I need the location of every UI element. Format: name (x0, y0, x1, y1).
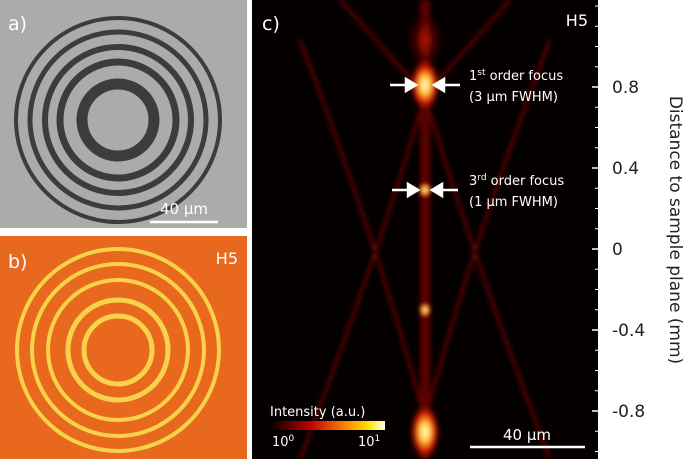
exponent: 1 (375, 434, 381, 444)
colorbar (270, 421, 385, 430)
base: 10 (272, 435, 289, 450)
annotation: 1st order focus (469, 68, 563, 84)
ordinal: 3 (469, 174, 477, 189)
panel-label: c) (262, 13, 280, 35)
base: 10 (358, 435, 375, 450)
colorbar-low: 100 (272, 434, 295, 450)
suffix: st (477, 68, 486, 78)
tick-label: -0.4 (612, 321, 645, 341)
tick-label: 0.8 (612, 78, 639, 98)
tick-label: 0.4 (612, 159, 639, 179)
exponent: 0 (289, 434, 295, 444)
annotation: 3rd order focus (469, 173, 564, 189)
tick-label: 0 (612, 240, 623, 260)
axis-label: Distance to sample plane (mm) (665, 96, 685, 364)
panel-c: c) H5 1st order focus(3 μm FWHM)3rd orde… (252, 0, 598, 459)
text: order focus (486, 69, 564, 84)
text: order focus (487, 174, 565, 189)
rings (15, 247, 221, 453)
y-axis: Distance to sample plane (mm) 0.8 0.4 0 -0.… (592, 5, 685, 452)
colorbar-high: 101 (358, 434, 380, 450)
panel-b: b) H5 (0, 236, 247, 459)
sample-label: H5 (566, 11, 588, 30)
ordinal: 1 (469, 69, 477, 84)
panel-label: b) (8, 251, 27, 273)
intensity-map (0, 236, 247, 459)
suffix: rd (477, 173, 486, 183)
panel-a: a) 40 μm (0, 0, 247, 228)
arrows (390, 76, 460, 199)
panel-label: a) (8, 13, 27, 35)
sample-label: H5 (216, 249, 238, 268)
scale-bar-label: 40 μm (503, 426, 551, 444)
rings (14, 16, 222, 224)
scale-bar-label: 40 μm (160, 200, 208, 218)
tick-label: -0.8 (612, 402, 645, 422)
diffraction-pattern (298, 0, 552, 459)
colorbar-label: Intensity (a.u.) (270, 405, 365, 420)
annotation-note: (1 μm FWHM) (469, 195, 558, 210)
annotations: 1st order focus (3 μm FWHM) 3rd order focu… (469, 68, 564, 210)
annotation-note: (3 μm FWHM) (469, 90, 558, 105)
